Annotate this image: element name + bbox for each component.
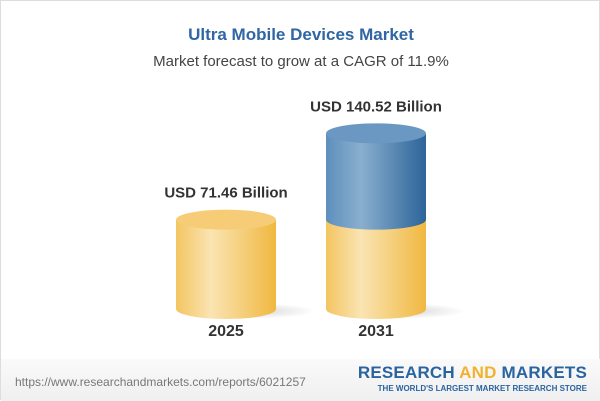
bar-top-cap [176, 209, 276, 230]
footer: https://www.researchandmarkets.com/repor… [1, 359, 600, 401]
report-url[interactable]: https://www.researchandmarkets.com/repor… [15, 375, 306, 389]
cylinder-chart: USD 71.46 Billion 2025 USD 140.52 Billion 2… [164, 98, 466, 340]
value-label: USD 140.52 Billion [310, 98, 442, 115]
bar-top-cap [326, 123, 426, 144]
bar-2025-base [176, 219, 276, 319]
category-label: 2025 [208, 323, 244, 340]
research-and-markets-logo: RESEARCH AND MARKETS THE WORLD'S LARGEST… [357, 363, 587, 393]
bar-2031-base [326, 219, 426, 319]
category-label: 2031 [358, 323, 394, 340]
chart-title: Ultra Mobile Devices Market [188, 25, 414, 44]
value-label: USD 71.46 Billion [164, 185, 287, 202]
bar-2031-growth [326, 133, 426, 230]
chart-subtitle: Market forecast to grow at a CAGR of 11.… [153, 53, 449, 70]
